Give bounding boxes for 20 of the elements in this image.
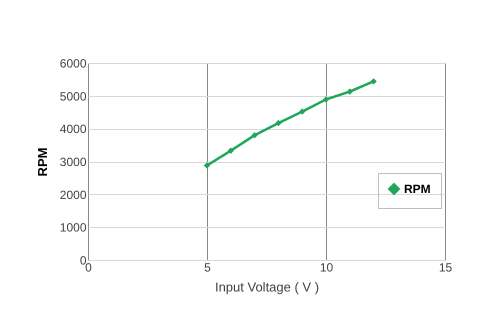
point	[322, 96, 330, 103]
y-tick-label: 5000	[60, 89, 87, 104]
y-axis-title: RPM	[34, 148, 50, 176]
y-tick-label: 6000	[60, 56, 87, 70]
point	[275, 120, 282, 126]
x-tick-label: 5	[204, 260, 212, 274]
legend-label: RPM	[404, 182, 431, 196]
x-axis-title: Input Voltage ( V )	[214, 280, 320, 294]
x-tick-label: 15	[438, 260, 452, 274]
point	[204, 162, 210, 169]
y-tick-label: 4000	[60, 122, 87, 136]
point	[299, 108, 306, 115]
y-tick-label: 1000	[60, 220, 87, 235]
point	[251, 132, 258, 138]
point	[370, 78, 377, 85]
x-tick-label: 10	[320, 260, 334, 274]
y-tick-label: 2000	[60, 188, 87, 202]
point	[346, 88, 353, 95]
y-tick-label: 3000	[60, 155, 87, 169]
point	[228, 148, 234, 154]
